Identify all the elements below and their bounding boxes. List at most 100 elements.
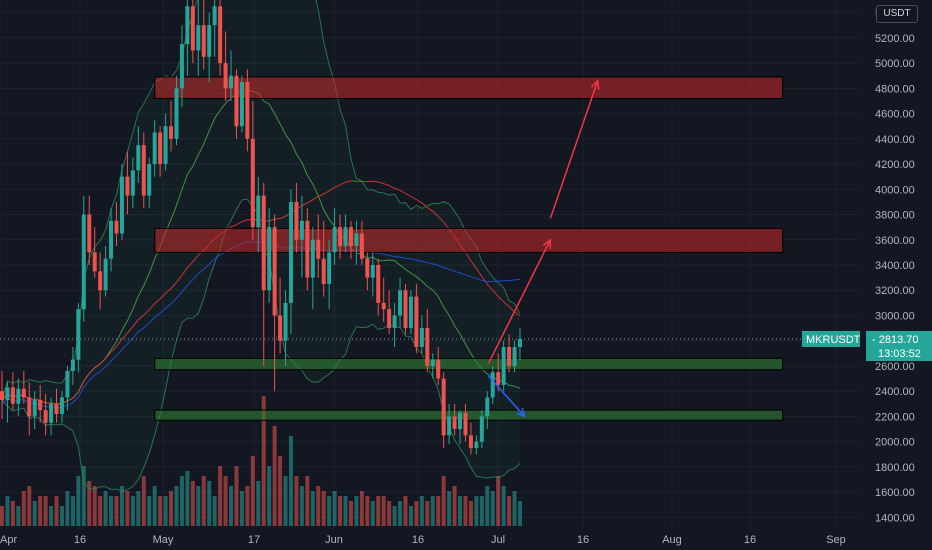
- candle-body: [479, 416, 484, 442]
- volume-bar: [163, 496, 168, 526]
- candle-body: [87, 214, 92, 253]
- volume-bar: [359, 491, 364, 526]
- candle-body: [234, 75, 239, 127]
- volume-bar: [425, 501, 430, 526]
- volume-bar: [283, 476, 288, 526]
- y-tick-label: 2400.00: [875, 386, 915, 398]
- y-tick-label: 2000.00: [875, 437, 915, 449]
- volume-bar: [5, 496, 10, 526]
- y-tick-label: 5200.00: [875, 33, 915, 45]
- volume-bar: [458, 496, 463, 526]
- candle-body: [256, 195, 261, 228]
- candle-body: [310, 239, 315, 278]
- volume-bar: [447, 491, 452, 526]
- candle-body: [316, 239, 321, 259]
- volume-bar: [501, 486, 506, 526]
- candle-body: [327, 252, 332, 284]
- candle-body: [414, 296, 419, 348]
- volume-bar: [441, 476, 446, 526]
- candle-body: [387, 309, 392, 329]
- currency-badge[interactable]: USDT: [876, 5, 918, 23]
- candle-body: [98, 271, 103, 291]
- candle-body: [136, 145, 141, 171]
- candle-body: [43, 410, 48, 423]
- up-arrow-head: [542, 238, 552, 249]
- x-tick-label: May: [153, 534, 174, 546]
- candle-body: [288, 201, 293, 303]
- candle-body: [201, 25, 206, 57]
- resistance-zone: [154, 227, 784, 253]
- y-tick-label: 4000.00: [875, 184, 915, 196]
- ma-red-line: [1, 180, 521, 405]
- volume-bar: [54, 496, 59, 526]
- candle-body: [403, 290, 408, 329]
- candle-body: [365, 258, 370, 278]
- x-tick-label: Aug: [662, 534, 682, 546]
- candle-body: [485, 397, 490, 417]
- volume-bar: [278, 456, 283, 526]
- volume-bar: [109, 496, 114, 526]
- volume-bar: [218, 466, 223, 526]
- candle-body: [147, 164, 152, 196]
- candle-body: [354, 233, 359, 247]
- candle-body: [250, 138, 255, 228]
- volume-bar: [398, 501, 403, 526]
- candle-body: [103, 258, 108, 291]
- candle-body: [452, 416, 457, 430]
- candle-body: [321, 258, 326, 284]
- price-tag: MKRUSDT - 2813.70 13:03:52: [0, 330, 932, 361]
- candle-body: [0, 391, 4, 401]
- candle-body: [125, 176, 130, 196]
- candle-body: [501, 347, 506, 385]
- price-tag-value: - 2813.70: [872, 334, 918, 346]
- x-tick-label: Jul: [491, 534, 505, 546]
- volume-bar: [70, 496, 75, 526]
- zones[interactable]: [154, 76, 784, 421]
- candle-body: [27, 397, 32, 417]
- y-tick-label: 3800.00: [875, 210, 915, 222]
- candle-body: [245, 82, 250, 139]
- x-tick-label: 17: [248, 534, 260, 546]
- bb-upper-line: [1, 0, 521, 401]
- y-tick-label: 2200.00: [875, 411, 915, 423]
- volume-bar: [338, 496, 343, 526]
- volume-bar: [261, 396, 266, 526]
- volume-bar: [76, 476, 81, 526]
- volume-bar: [49, 506, 54, 526]
- projection-arrows[interactable]: [487, 79, 600, 418]
- candle-body: [490, 372, 495, 398]
- volume-bar: [103, 491, 108, 526]
- bb-fill: [2, 0, 520, 492]
- volume-bar: [403, 496, 408, 526]
- volume-bar: [27, 486, 32, 526]
- volume-bar: [65, 491, 70, 526]
- volume-bar: [376, 496, 381, 526]
- volume-bar: [245, 486, 250, 526]
- volume-bar: [272, 426, 277, 526]
- candle-body: [152, 132, 157, 165]
- volume-bar: [223, 476, 228, 526]
- candle-body: [463, 412, 468, 436]
- candle-body: [70, 359, 75, 371]
- x-tick-label: 16: [74, 534, 86, 546]
- volume-bar: [87, 481, 92, 526]
- volume-bar: [114, 496, 119, 526]
- volume-bar: [98, 496, 103, 526]
- candle-body: [338, 227, 343, 247]
- candle-body: [16, 388, 21, 404]
- down-arrow-line: [487, 375, 526, 417]
- volume-bar: [250, 456, 255, 526]
- candle-body: [92, 252, 97, 272]
- candle-body: [496, 372, 501, 385]
- volume-bar: [267, 466, 272, 526]
- volume-bar: [0, 506, 4, 526]
- volume-bar: [370, 501, 375, 526]
- y-tick-label: 3000.00: [875, 310, 915, 322]
- candle-body: [223, 63, 228, 89]
- volume-bar: [174, 486, 179, 526]
- candle-body: [229, 75, 234, 89]
- volume-bar: [518, 501, 522, 526]
- candle-body: [512, 347, 517, 366]
- volume-bar: [436, 496, 441, 526]
